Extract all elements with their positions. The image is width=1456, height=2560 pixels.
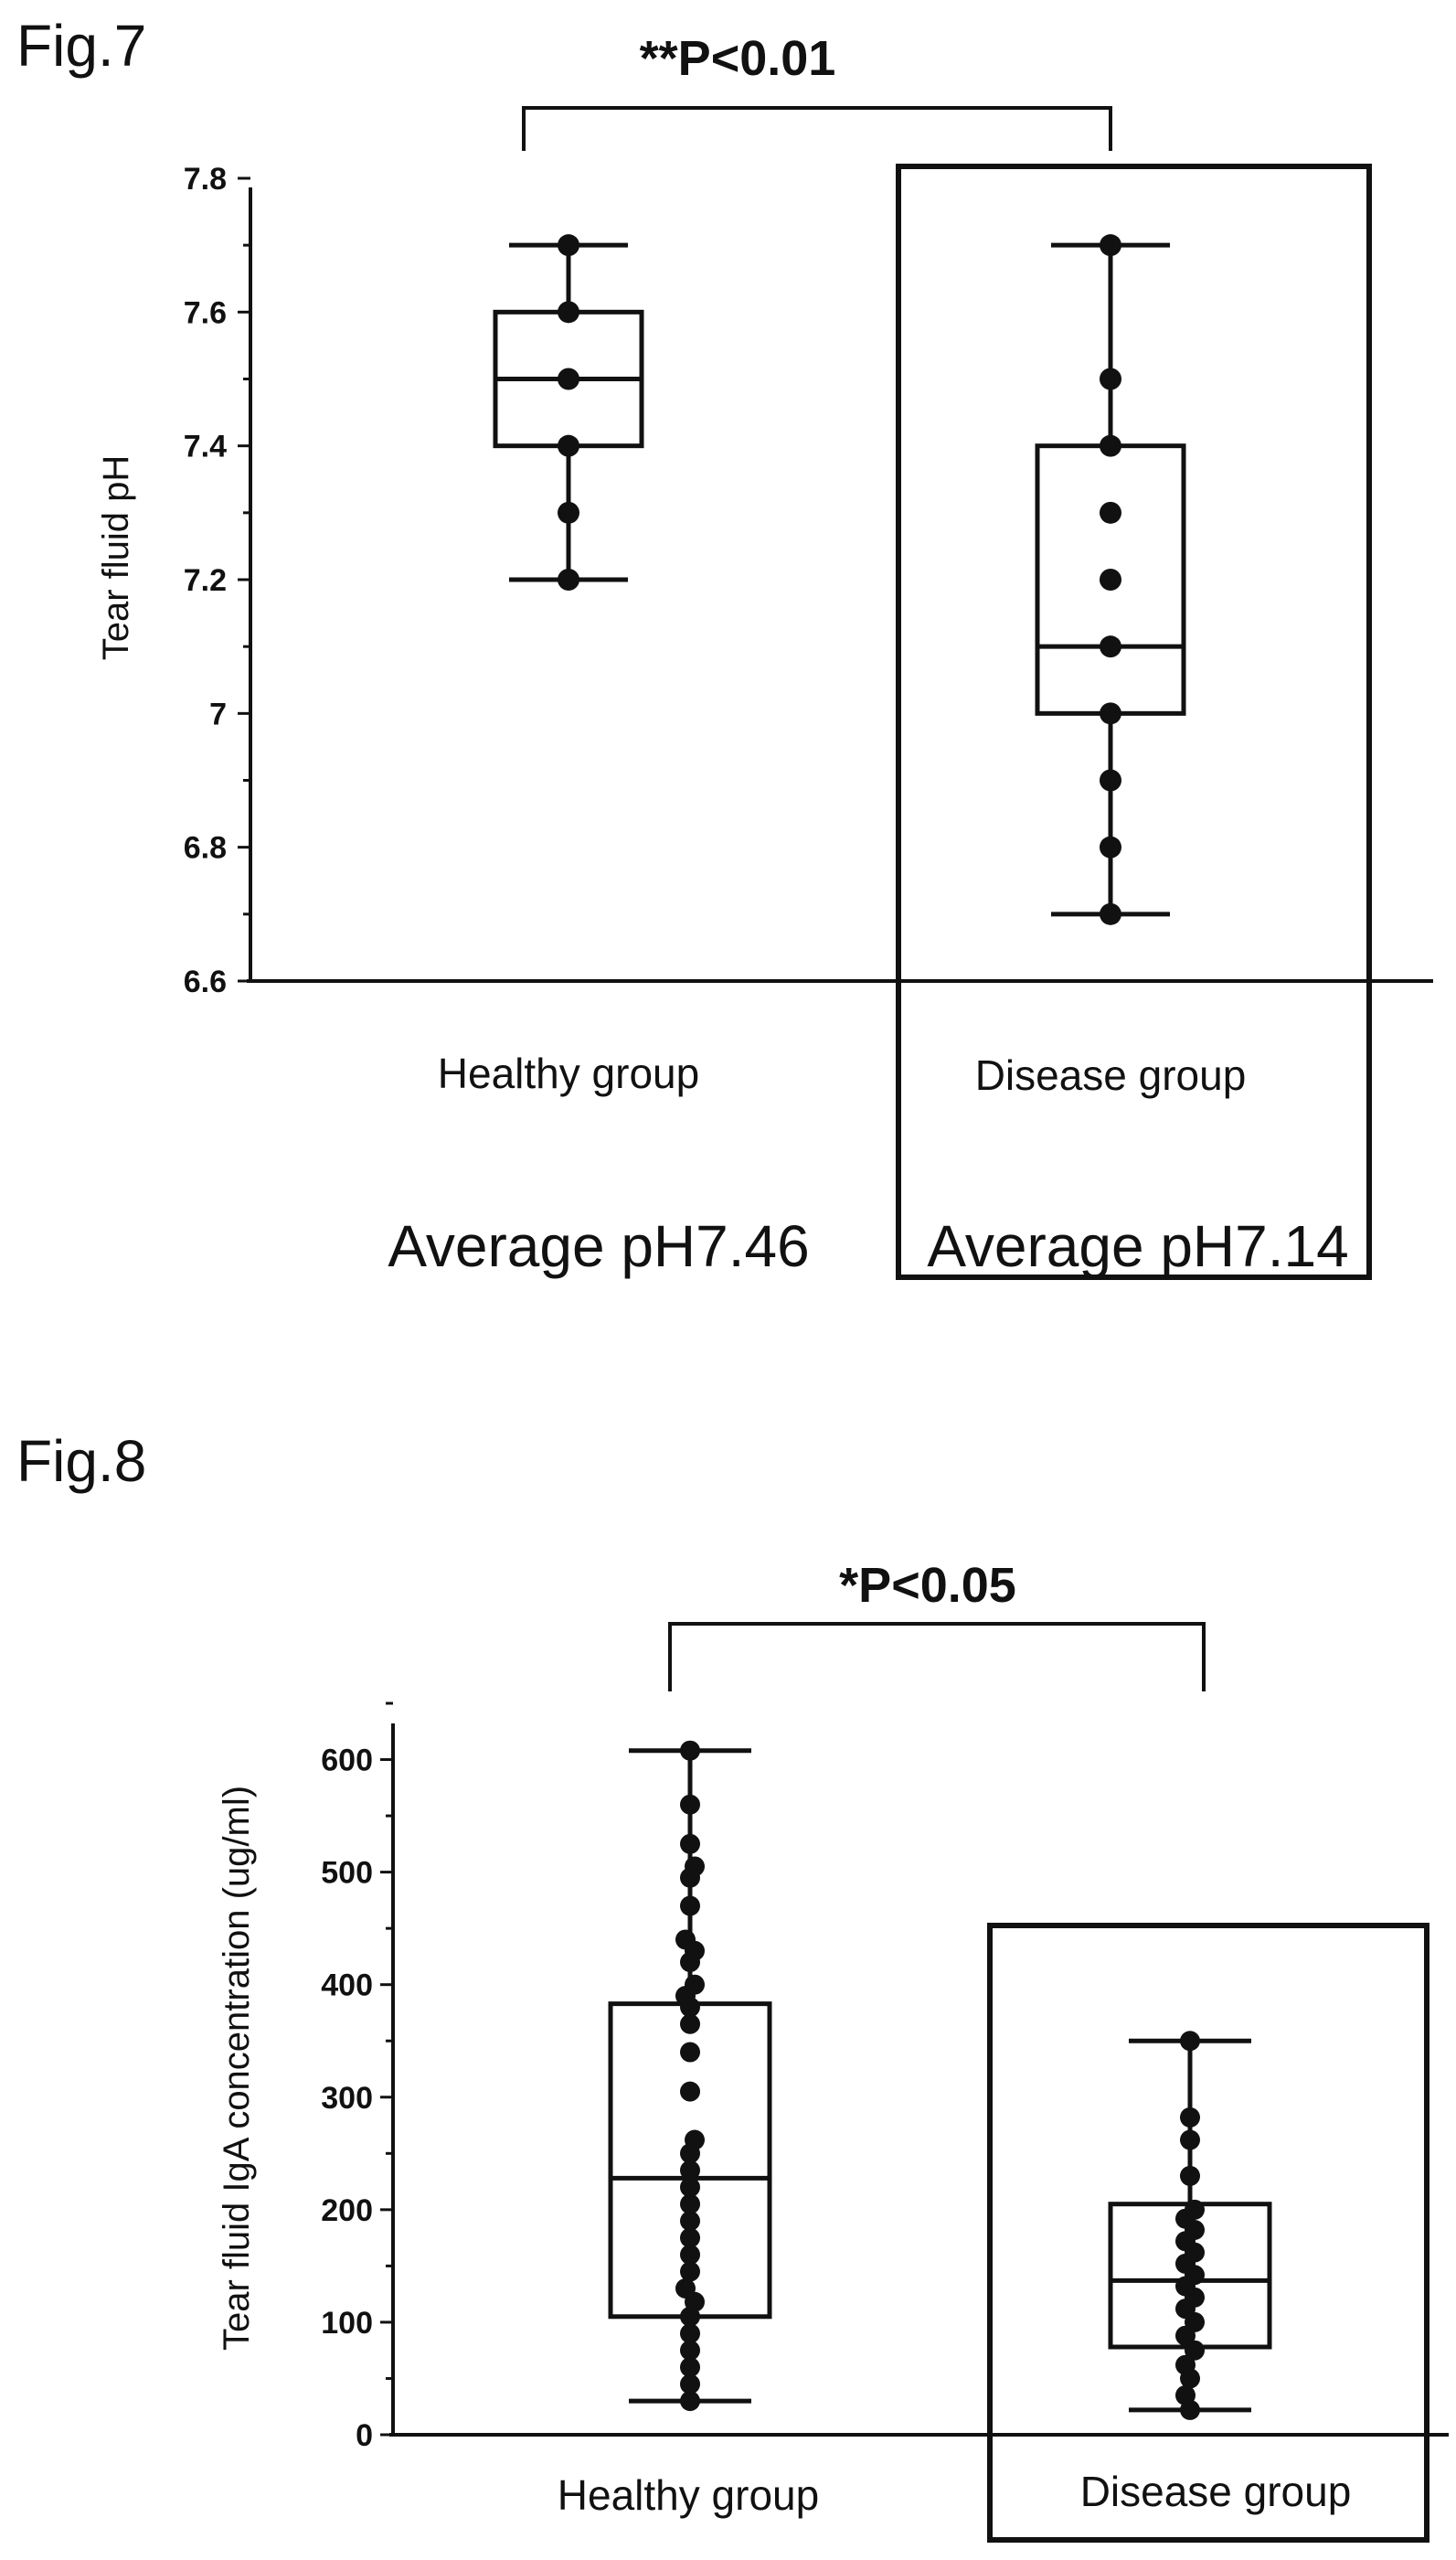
box-healthy (608, 1740, 772, 2412)
figure-7: Fig.7 **P<0.01 6.6 6.8 7 7.2 7.4 7.6 7.8 Tear … (16, 13, 1433, 1280)
data-point (1185, 2340, 1205, 2361)
data-point (558, 569, 579, 591)
data-point (1185, 2199, 1205, 2220)
data-point (1175, 2384, 1196, 2405)
data-point (680, 1794, 700, 1815)
data-point (680, 2323, 700, 2344)
data-point (1100, 501, 1121, 524)
y-ticks: 6.6 6.8 7 7.2 7.4 7.6 7.8 (184, 162, 250, 999)
y-tick-label: 200 (321, 2193, 373, 2228)
average-label-healthy: Average pH7.46 (388, 1213, 809, 1279)
data-point (1100, 769, 1121, 792)
data-point (680, 2042, 700, 2063)
y-tick-label: 0 (356, 2418, 373, 2453)
box-plots (493, 234, 1186, 925)
y-axis-label: Tear fluid pH (96, 455, 136, 661)
data-point (680, 2261, 700, 2282)
highlight-frame (896, 164, 1372, 1280)
significance-label: *P<0.05 (839, 1558, 1016, 1613)
y-tick-label: 6.6 (184, 965, 227, 999)
data-point (685, 2129, 705, 2150)
y-tick-label: 6.8 (184, 831, 227, 866)
y-tick-label: 400 (321, 1968, 373, 2003)
y-tick-label: 500 (321, 1856, 373, 1891)
average-label-disease: Average pH7.14 (927, 1213, 1348, 1279)
data-point (1100, 902, 1121, 925)
data-point (1100, 569, 1121, 591)
y-tick-label: 300 (321, 2081, 373, 2116)
box-plots (608, 1740, 1272, 2420)
data-point (680, 2373, 700, 2395)
y-tick-label: 7.6 (184, 295, 227, 330)
data-point (558, 301, 579, 324)
box-disease (1035, 234, 1186, 925)
y-ticks: 0 100 200 300 400 500 600 (321, 1701, 393, 2453)
y-axis-label: Tear fluid IgA concentration (ug/ml) (217, 1786, 257, 2351)
data-point (1180, 2165, 1200, 2186)
data-point (1100, 836, 1121, 859)
data-point (558, 501, 579, 524)
data-point (1100, 368, 1121, 390)
box-healthy (493, 234, 644, 591)
data-point (680, 2160, 700, 2181)
category-label-disease: Disease group (1080, 2468, 1352, 2515)
significance-bracket (668, 1622, 1206, 1691)
data-point (558, 234, 579, 257)
data-point (1175, 2354, 1196, 2375)
data-point (680, 2177, 700, 2198)
data-point (680, 2391, 700, 2412)
data-point (1180, 2031, 1200, 2052)
data-point (1100, 635, 1121, 658)
data-point (1100, 234, 1121, 257)
data-point (675, 1929, 696, 1950)
data-point (680, 2227, 700, 2248)
data-point (680, 1740, 700, 1761)
figure-label: Fig.7 (16, 13, 146, 79)
figure-label: Fig.8 (16, 1428, 146, 1494)
data-point (1100, 434, 1121, 457)
y-tick-label: 7.4 (184, 430, 227, 464)
data-point (680, 2081, 700, 2102)
data-point (680, 2013, 700, 2034)
y-tick-label: 7 (209, 697, 227, 731)
significance-bracket (522, 106, 1112, 151)
y-tick-label: 7.8 (184, 162, 227, 197)
data-point (680, 2340, 700, 2361)
data-point (680, 2211, 700, 2232)
data-point (680, 1833, 700, 1854)
figure-8: Fig.8 *P<0.05 0 100 200 300 400 500 600 Tear f… (16, 1428, 1449, 2543)
significance-label: **P<0.01 (640, 31, 836, 86)
data-point (685, 1974, 705, 1995)
box-disease (1108, 2031, 1272, 2420)
data-point (1100, 702, 1121, 725)
data-point (680, 2193, 700, 2214)
data-point (1180, 2129, 1200, 2150)
data-point (1180, 2107, 1200, 2128)
y-tick-label: 100 (321, 2306, 373, 2341)
data-point (675, 2278, 696, 2299)
data-point (680, 2357, 700, 2378)
category-label-healthy: Healthy group (558, 2471, 819, 2519)
data-point (680, 2245, 700, 2266)
y-tick-label: 600 (321, 1744, 373, 1778)
data-point (558, 368, 579, 390)
category-label-disease: Disease group (975, 1051, 1247, 1099)
data-point (685, 1856, 705, 1877)
highlight-frame (987, 1923, 1429, 2543)
y-tick-label: 7.2 (184, 563, 227, 598)
data-point (558, 434, 579, 457)
category-label-healthy: Healthy group (438, 1050, 699, 1097)
data-point (680, 1895, 700, 1916)
